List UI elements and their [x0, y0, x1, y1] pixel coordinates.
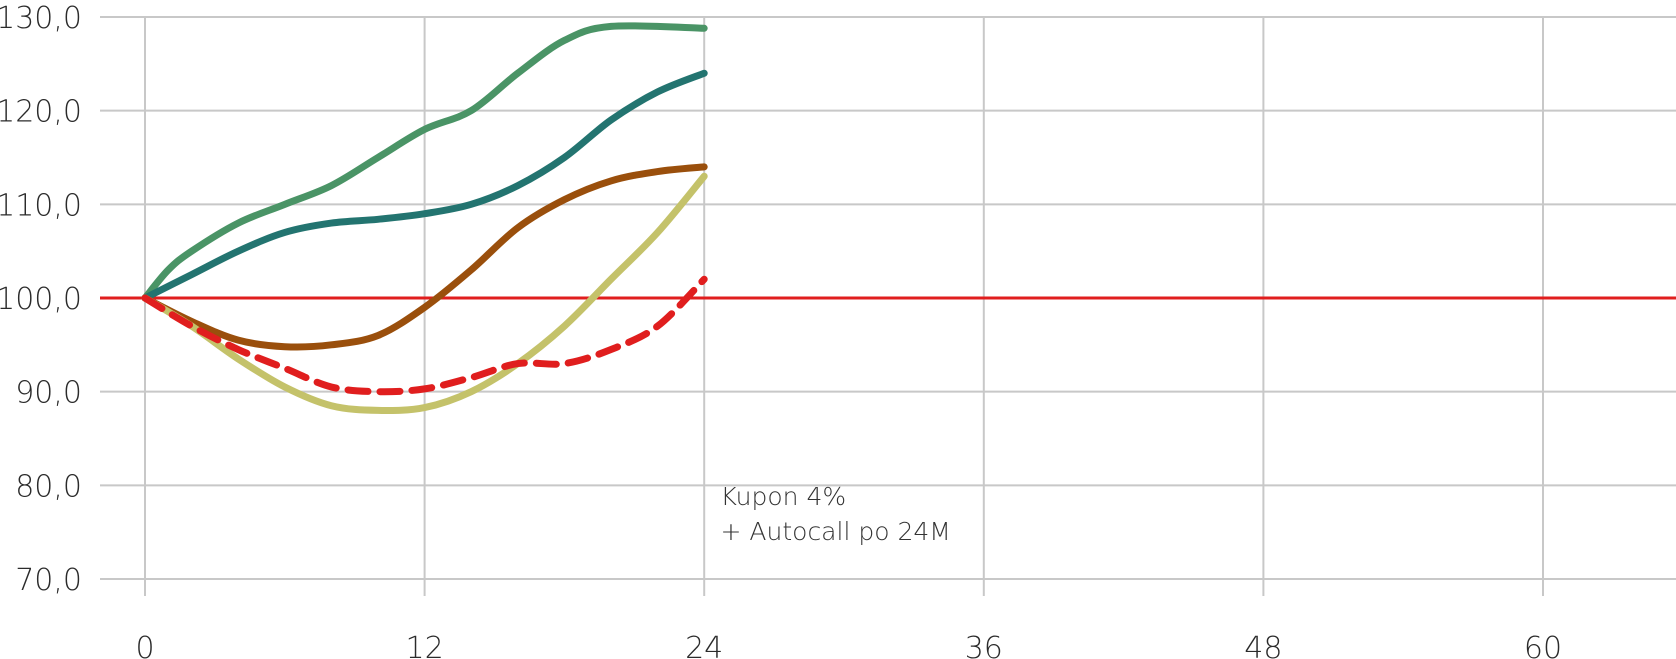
tick-labels: 70,0 80,0 90,0 100,0 110,0 120,0 130,0 0 12 24 36 4…	[0, 1, 1562, 659]
y-tick-label: 90,0	[15, 376, 82, 411]
x-tick-label: 48	[1244, 631, 1282, 659]
series-line-1	[141, 22, 708, 302]
x-tick-label: 24	[685, 631, 723, 659]
series-group	[141, 22, 708, 415]
y-tick-label: 70,0	[15, 563, 82, 598]
y-tick-label: 110,0	[0, 188, 82, 223]
gridlines	[100, 16, 1676, 596]
y-tick-label: 80,0	[15, 469, 82, 504]
annotation-line-2: + Autocall po 24M	[721, 517, 951, 546]
series-line-2	[141, 69, 708, 302]
series-line-5	[141, 275, 708, 396]
x-tick-label: 0	[135, 631, 154, 659]
annotation-line-1: Kupon 4%	[721, 482, 847, 511]
x-tick-label: 60	[1524, 631, 1562, 659]
y-tick-label: 120,0	[0, 95, 82, 130]
series-line-4	[141, 172, 708, 415]
annotation-text: Kupon 4% + Autocall po 24M	[721, 482, 951, 546]
series-line-3	[141, 163, 708, 351]
x-tick-label: 36	[965, 631, 1003, 659]
x-tick-label: 12	[406, 631, 444, 659]
y-tick-label: 100,0	[0, 282, 82, 317]
y-tick-label: 130,0	[0, 1, 82, 36]
